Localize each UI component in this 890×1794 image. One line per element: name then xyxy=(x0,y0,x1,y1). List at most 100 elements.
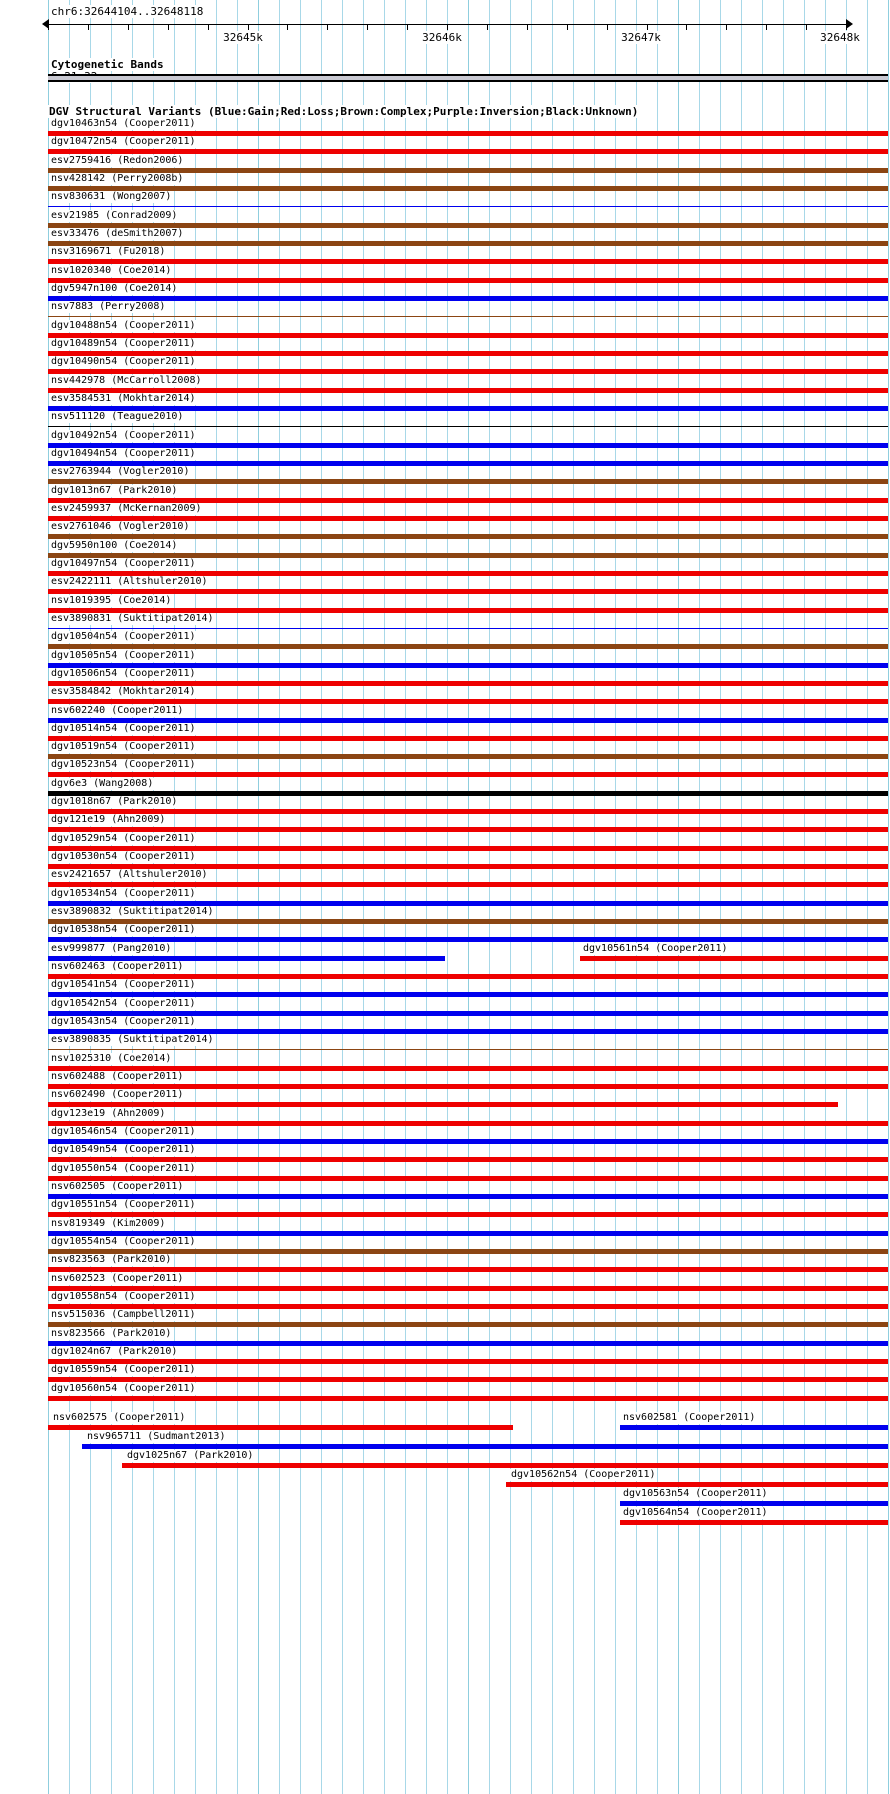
variant-bar[interactable] xyxy=(48,699,888,705)
variant-row[interactable]: esv3890835 (Suktitipat2014) xyxy=(0,1034,890,1052)
variant-row[interactable]: dgv10506n54 (Cooper2011) xyxy=(0,667,890,686)
variant-bar[interactable] xyxy=(48,1102,838,1108)
variant-row[interactable]: dgv10529n54 (Cooper2011) xyxy=(0,832,890,851)
variant-row[interactable]: dgv1013n67 (Park2010) xyxy=(0,484,890,503)
variant-bar[interactable] xyxy=(48,1065,888,1071)
variant-bar[interactable] xyxy=(48,937,888,943)
variant-bar[interactable] xyxy=(48,167,888,173)
variant-bar[interactable] xyxy=(48,350,888,356)
variant-row[interactable]: dgv10519n54 (Cooper2011) xyxy=(0,741,890,760)
variant-bar[interactable] xyxy=(48,552,888,558)
variant-bar[interactable] xyxy=(620,1520,888,1525)
variant-row[interactable]: esv2421657 (Altshuler2010) xyxy=(0,869,890,888)
variant-bar[interactable] xyxy=(48,460,888,466)
variant-row[interactable]: dgv10542n54 (Cooper2011) xyxy=(0,997,890,1016)
variant-bar[interactable] xyxy=(48,644,888,650)
variant-row[interactable]: nsv3169671 (Fu2018) xyxy=(0,246,890,265)
variant-row[interactable]: dgv10488n54 (Cooper2011) xyxy=(0,319,890,338)
variant-row[interactable]: esv3890832 (Suktitipat2014) xyxy=(0,906,890,925)
variant-row[interactable]: nsv830631 (Wong2007) xyxy=(0,191,890,209)
variant-bar[interactable] xyxy=(48,259,888,265)
variant-bar[interactable] xyxy=(48,369,888,375)
variant-bar[interactable] xyxy=(48,1340,888,1346)
variant-row[interactable]: nsv602523 (Cooper2011) xyxy=(0,1272,890,1291)
variant-row[interactable]: dgv10559n54 (Cooper2011) xyxy=(0,1364,890,1383)
variant-bar[interactable] xyxy=(48,919,888,925)
variant-bar[interactable] xyxy=(48,1157,888,1163)
variant-bar[interactable] xyxy=(48,479,888,485)
variant-row[interactable]: nsv515036 (Campbell2011) xyxy=(0,1309,890,1328)
variant-row[interactable]: nsv602505 (Cooper2011) xyxy=(0,1181,890,1200)
variant-row[interactable]: esv33476 (deSmith2007) xyxy=(0,227,890,246)
variant-row[interactable]: dgv10558n54 (Cooper2011) xyxy=(0,1291,890,1309)
variant-bar[interactable] xyxy=(48,589,888,595)
variant-bar[interactable] xyxy=(48,607,888,613)
variant-row[interactable]: nsv819349 (Kim2009) xyxy=(0,1217,890,1236)
variant-bar[interactable] xyxy=(48,955,445,961)
variant-row[interactable]: dgv10550n54 (Cooper2011) xyxy=(0,1162,890,1181)
variant-bar[interactable] xyxy=(48,735,888,741)
variant-bar[interactable] xyxy=(48,992,888,998)
variant-row[interactable]: dgv121e19 (Ahn2009) xyxy=(0,814,890,833)
variant-bar[interactable] xyxy=(48,295,888,301)
variant-bar[interactable] xyxy=(48,1212,888,1218)
variant-row[interactable]: dgv1025n67 (Park2010) xyxy=(0,1450,890,1469)
variant-bar[interactable] xyxy=(620,1501,888,1506)
variant-bar[interactable] xyxy=(48,1395,888,1401)
variant-bar[interactable] xyxy=(48,827,888,833)
variant-bar[interactable] xyxy=(48,1139,888,1145)
variant-row[interactable]: nsv602488 (Cooper2011) xyxy=(0,1071,890,1090)
variant-row[interactable]: dgv10463n54 (Cooper2011) xyxy=(0,118,890,136)
variant-row[interactable]: esv3584842 (Mokhtar2014) xyxy=(0,686,890,705)
variant-bar[interactable] xyxy=(48,149,888,155)
variant-bar[interactable] xyxy=(48,754,888,760)
variant-row[interactable]: nsv965711 (Sudmant2013) xyxy=(0,1431,890,1450)
variant-bar[interactable] xyxy=(82,1444,888,1449)
variant-row[interactable]: nsv602240 (Cooper2011) xyxy=(0,704,890,723)
variant-row[interactable]: dgv10563n54 (Cooper2011) xyxy=(0,1488,890,1507)
variant-row[interactable]: nsv602575 (Cooper2011) nsv602581 (Cooper2… xyxy=(0,1412,890,1431)
variant-row[interactable]: nsv511120 (Teague2010) xyxy=(0,411,890,429)
variant-bar[interactable] xyxy=(48,131,888,136)
variant-bar[interactable] xyxy=(48,1029,888,1035)
variant-bar[interactable] xyxy=(48,316,888,318)
variant-bar[interactable] xyxy=(48,1322,888,1328)
variant-row[interactable]: esv2422111 (Altshuler2010) xyxy=(0,576,890,595)
variant-bar[interactable] xyxy=(48,426,888,428)
variant-bar[interactable] xyxy=(48,627,888,629)
variant-row[interactable]: dgv1018n67 (Park2010) xyxy=(0,796,890,815)
variant-bar[interactable] xyxy=(48,332,888,338)
variant-row[interactable]: dgv10490n54 (Cooper2011) xyxy=(0,356,890,375)
variant-bar[interactable] xyxy=(48,534,888,540)
variant-bar[interactable] xyxy=(48,1377,888,1383)
variant-row[interactable]: dgv10492n54 (Cooper2011) xyxy=(0,429,890,448)
variant-row[interactable]: dgv10530n54 (Cooper2011) xyxy=(0,851,890,870)
variant-row[interactable]: dgv10543n54 (Cooper2011) xyxy=(0,1016,890,1035)
variant-row[interactable]: dgv10489n54 (Cooper2011) xyxy=(0,337,890,356)
variant-row[interactable]: dgv10560n54 (Cooper2011) xyxy=(0,1382,890,1401)
variant-row[interactable]: dgv10538n54 (Cooper2011) xyxy=(0,924,890,943)
variant-bar[interactable] xyxy=(48,405,888,411)
variant-bar[interactable] xyxy=(48,882,888,888)
variant-bar[interactable] xyxy=(580,955,888,961)
variant-row[interactable]: dgv10523n54 (Cooper2011) xyxy=(0,759,890,778)
variant-bar[interactable] xyxy=(48,1049,888,1051)
variant-bar[interactable] xyxy=(48,222,888,228)
variant-row[interactable]: dgv10497n54 (Cooper2011) xyxy=(0,557,890,576)
variant-bar[interactable] xyxy=(48,1358,888,1364)
variant-bar[interactable] xyxy=(48,974,888,980)
variant-bar[interactable] xyxy=(48,497,888,503)
variant-bar[interactable] xyxy=(48,1304,888,1309)
variant-bar[interactable] xyxy=(48,680,888,686)
variant-bar[interactable] xyxy=(48,387,888,393)
variant-bar[interactable] xyxy=(48,790,888,796)
variant-row[interactable]: nsv602463 (Cooper2011) xyxy=(0,961,890,980)
variant-row[interactable]: dgv5947n100 (Coe2014) xyxy=(0,282,890,301)
variant-row[interactable]: dgv10541n54 (Cooper2011) xyxy=(0,979,890,998)
variant-row[interactable]: nsv1019395 (Coe2014) xyxy=(0,594,890,613)
variant-bar[interactable] xyxy=(48,772,888,778)
variant-bar[interactable] xyxy=(48,845,888,851)
variant-bar[interactable] xyxy=(48,900,888,906)
variant-bar[interactable] xyxy=(48,1175,888,1181)
variant-row[interactable]: esv21985 (Conrad2009) xyxy=(0,209,890,228)
